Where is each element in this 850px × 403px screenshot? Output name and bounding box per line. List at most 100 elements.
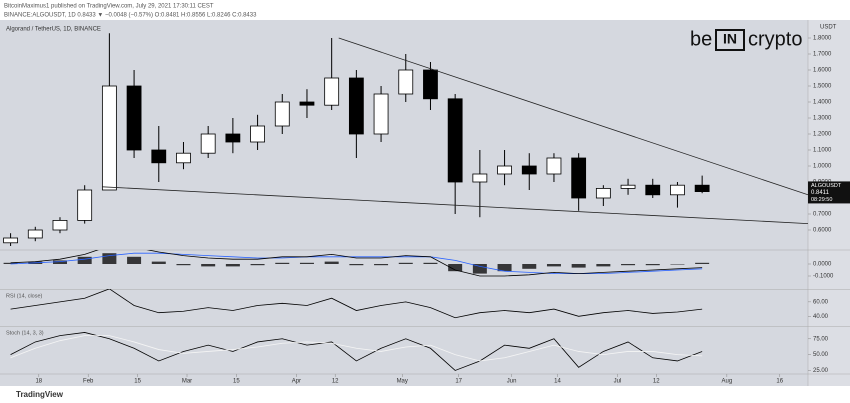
macd-histogram-bar [201, 264, 216, 267]
y-tick-label: 1.0000 [813, 164, 832, 170]
macd-histogram-bar [621, 264, 636, 266]
macd-histogram-bar [546, 264, 561, 267]
header-line: BINANCE:ALGOUSDT, 1D 0.8433 ▼ −0.0048 (−… [4, 13, 257, 19]
chart-title: Algorand / TetherUS, 1D, BINANCE [6, 27, 101, 33]
line-series [10, 289, 703, 319]
macd-histogram-bar [374, 264, 389, 266]
candle-body [3, 237, 18, 244]
trendline [338, 37, 808, 196]
macd-histogram-bar [77, 256, 92, 264]
macd-histogram-bar [52, 260, 67, 264]
candle-body [694, 184, 710, 192]
candle-body [423, 69, 438, 100]
footer-logo: TradingView [16, 390, 64, 399]
x-tick-label: Jun [507, 379, 517, 385]
macd-histogram-bar [299, 262, 314, 264]
y-tick-label: 1.3000 [813, 116, 832, 122]
x-tick-label: May [397, 379, 408, 385]
trendline [102, 186, 808, 224]
price-tag-countdown: 08:29:50 [811, 197, 832, 203]
x-tick-label: 12 [653, 379, 660, 385]
candle-body [348, 77, 364, 135]
logo-box-text: IN [723, 31, 737, 47]
candle-body [447, 98, 463, 183]
candle-body [546, 157, 562, 175]
x-tick-label: 14 [554, 379, 561, 385]
x-tick-label: Aug [722, 379, 733, 385]
candle-body [77, 189, 93, 221]
macd-histogram-bar [398, 262, 413, 264]
x-tick-label: Feb [83, 379, 94, 385]
candle-body [595, 187, 611, 199]
x-tick-label: 16 [776, 379, 783, 385]
macd-histogram-bar [349, 264, 364, 266]
macd-histogram-bar [127, 256, 142, 264]
macd-histogram-bar [571, 264, 586, 268]
y-tick-label: 0.7000 [813, 212, 832, 218]
candle-body [200, 133, 216, 154]
candle-body [472, 173, 488, 183]
y-tick-label: 0.6000 [813, 228, 832, 234]
macd-histogram-bar [670, 264, 685, 265]
x-tick-label: 18 [35, 379, 42, 385]
panel-title: RSI (14, close) [6, 293, 43, 299]
y-tick-label: -0.1000 [813, 274, 834, 280]
x-tick-label: Jul [614, 379, 622, 385]
macd-histogram-bar [448, 264, 463, 272]
x-tick-label: 17 [455, 379, 462, 385]
macd-histogram-bar [695, 262, 710, 264]
macd-histogram-bar [3, 262, 18, 264]
candle-body [324, 77, 340, 106]
candle-body [151, 149, 167, 164]
macd-histogram-bar [596, 264, 611, 267]
panel-title: Stoch (14, 3, 3) [6, 330, 44, 336]
candle-body [126, 85, 142, 151]
y-tick-label: 0.0000 [813, 262, 832, 268]
macd-histogram-bar [497, 264, 512, 272]
macd-histogram-bar [102, 253, 117, 264]
macd-histogram-bar [275, 262, 290, 264]
macd-histogram-bar [176, 264, 191, 266]
candle-body [645, 184, 661, 196]
candle-body [398, 69, 414, 95]
candle-body [274, 101, 290, 127]
macd-histogram-bar [645, 264, 660, 266]
price-tag-symbol: ALGOUSDT [811, 183, 842, 189]
macd-histogram-bar [423, 262, 438, 264]
candle-body [225, 133, 241, 143]
y-tick-label: 75.00 [813, 336, 829, 342]
line-series [10, 332, 703, 371]
logo-box [715, 29, 745, 51]
macd-histogram-bar [151, 261, 166, 264]
y-tick-label: 60.00 [813, 299, 829, 305]
y-tick-label: 1.7000 [813, 52, 832, 58]
macd-histogram-bar [472, 264, 487, 274]
logo-right: crypto [748, 28, 802, 50]
price-tag-value: 0.8411 [811, 190, 830, 196]
candle-body [27, 229, 43, 239]
currency: USDT [820, 25, 837, 31]
y-tick-label: 1.8000 [813, 36, 832, 42]
candle-body [101, 85, 117, 191]
x-tick-label: Apr [292, 379, 301, 385]
y-tick-label: 1.2000 [813, 132, 832, 138]
y-tick-label: 40.00 [813, 314, 829, 320]
x-tick-label: Mar [182, 379, 192, 385]
y-tick-label: 1.6000 [813, 68, 832, 74]
y-tick-label: 50.00 [813, 352, 829, 358]
candle-body [299, 101, 315, 106]
macd-histogram-bar [522, 264, 537, 269]
candle-body [521, 165, 537, 175]
y-tick-label: 25.00 [813, 368, 829, 374]
logo-left: be [690, 28, 712, 50]
header-line: BitcoinMaximus1 published on TradingView… [4, 4, 214, 10]
y-tick-label: 1.4000 [813, 100, 832, 106]
y-tick-label: 1.1000 [813, 148, 832, 154]
candle-body [620, 184, 636, 189]
x-tick-label: 15 [233, 379, 240, 385]
candle-body [250, 125, 265, 143]
line-series [10, 335, 703, 362]
candle-body [373, 93, 389, 135]
macd-histogram-bar [250, 264, 265, 266]
